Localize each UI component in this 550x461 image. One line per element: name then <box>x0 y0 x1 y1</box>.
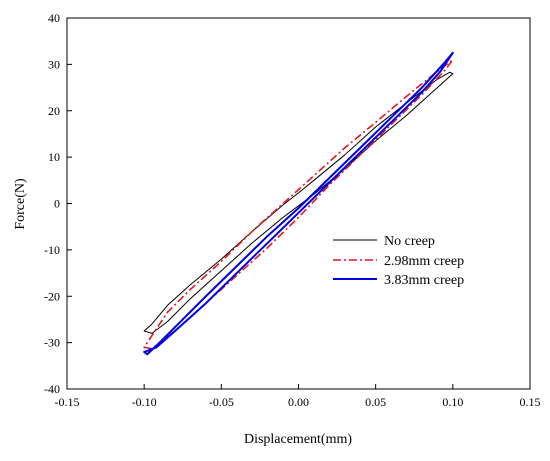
y-tick-label: 20 <box>48 104 60 118</box>
x-axis-ticks: -0.15 -0.10 -0.05 0.00 0.05 0.10 0.15 <box>55 384 541 409</box>
series-layer <box>143 51 454 356</box>
y-tick-label: -10 <box>44 243 60 257</box>
y-tick-label: -20 <box>44 289 60 303</box>
y-tick-label: 40 <box>48 11 60 25</box>
x-tick-label: -0.05 <box>209 395 234 409</box>
y-tick-label: 30 <box>48 57 60 71</box>
x-tick-label: -0.15 <box>55 395 80 409</box>
y-tick-label: -30 <box>44 336 60 350</box>
y-tick-label: -40 <box>44 382 60 396</box>
y-tick-label: 10 <box>48 150 60 164</box>
legend-label-no-creep: No creep <box>384 234 435 249</box>
series-line-2-98mm-creep <box>143 58 454 350</box>
series-line-no-creep <box>143 71 454 334</box>
x-tick-label: 0.00 <box>288 395 309 409</box>
x-tick-label: 0.10 <box>442 395 463 409</box>
x-tick-label: 0.05 <box>365 395 386 409</box>
y-axis-ticks: -40 -30 -20 -10 0 10 20 30 40 <box>44 11 72 396</box>
legend: No creep 2.98mm creep 3.83mm creep <box>333 234 464 288</box>
y-tick-label: 0 <box>54 197 60 211</box>
x-axis-label: Displacement(mm) <box>244 432 352 447</box>
y-axis-label: Force(N) <box>13 178 28 230</box>
x-tick-label: -0.10 <box>132 395 157 409</box>
series-line-3-83mm-creep <box>143 51 454 356</box>
legend-label-2-98mm-creep: 2.98mm creep <box>384 254 464 269</box>
x-tick-label: 0.15 <box>520 395 541 409</box>
legend-label-3-83mm-creep: 3.83mm creep <box>384 273 464 288</box>
